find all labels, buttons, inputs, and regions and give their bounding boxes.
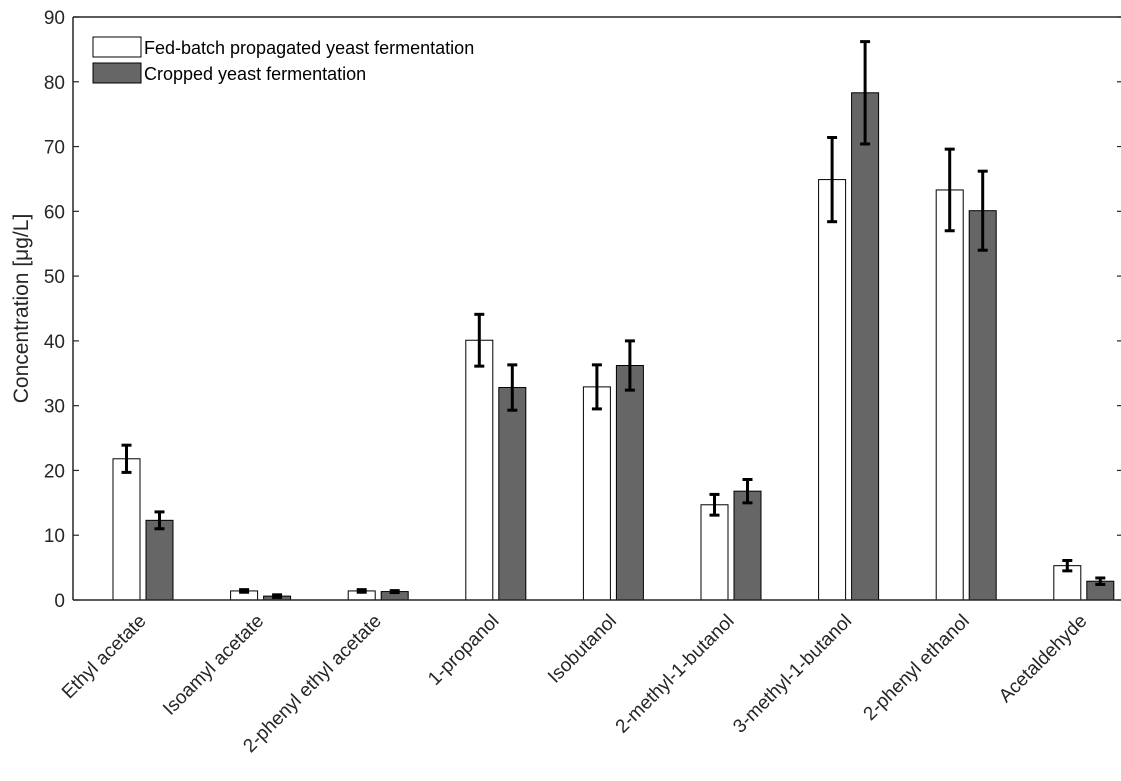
x-tick-label-2-phenyl-ethanol: 2-phenyl ethanol (860, 611, 974, 725)
y-tick-label: 20 (44, 461, 65, 482)
bar-cropped-yeast-fermentation-2-methyl-1-butanol (733, 490, 762, 601)
bar-fed-batch-propagated-yeast-fermentation-3-methyl-1-butanol (818, 179, 847, 601)
y-tick-label: 80 (44, 73, 65, 94)
y-tick-label: 10 (44, 526, 65, 547)
legend-label-cropped: Cropped yeast fermentation (144, 64, 366, 84)
bar-fed-batch-propagated-yeast-fermentation-ethyl-acetate (112, 458, 141, 601)
legend-swatch-fed-batch (92, 36, 142, 58)
x-tick-label-isoamyl-acetate: Isoamyl acetate (159, 611, 268, 720)
y-tick-label: 40 (44, 332, 65, 353)
y-tick-label: 50 (44, 267, 65, 288)
bar-cropped-yeast-fermentation-1-propanol (498, 387, 527, 601)
x-tick-label-3-methyl-1-butanol: 3-methyl-1-butanol (729, 611, 856, 738)
x-tick-label-ethyl-acetate: Ethyl acetate (58, 611, 151, 704)
x-tick-label-1-propanol: 1-propanol (424, 611, 503, 690)
bar-fed-batch-propagated-yeast-fermentation-2-methyl-1-butanol (700, 504, 729, 601)
bar-fed-batch-propagated-yeast-fermentation-2-phenyl-ethanol (935, 189, 964, 601)
legend-label-fed-batch: Fed-batch propagated yeast fermentation (144, 38, 474, 58)
bars-layer (112, 40, 1115, 601)
bar-cropped-yeast-fermentation-3-methyl-1-butanol (851, 92, 880, 601)
x-tick-label-acetaldehyde: Acetaldehyde (995, 611, 1091, 707)
x-tick-label-2-phenyl-ethyl-acetate: 2-phenyl ethyl acetate (239, 611, 385, 757)
bar-cropped-yeast-fermentation-ethyl-acetate (145, 519, 174, 601)
y-tick-label: 0 (54, 591, 65, 612)
x-tick-label-2-methyl-1-butanol: 2-methyl-1-butanol (612, 611, 739, 738)
bar-cropped-yeast-fermentation-isobutanol (615, 365, 644, 601)
bar-fed-batch-propagated-yeast-fermentation-1-propanol (465, 339, 494, 601)
bar-cropped-yeast-fermentation-2-phenyl-ethanol (968, 210, 997, 601)
x-tick-label-isobutanol: Isobutanol (544, 611, 621, 688)
legend-swatch-cropped (92, 62, 142, 84)
y-axis-title: Concentration [μg/L] (10, 214, 33, 404)
bar-fed-batch-propagated-yeast-fermentation-isobutanol (582, 386, 611, 601)
y-tick-label: 60 (44, 202, 65, 223)
y-tick-label: 90 (44, 8, 65, 29)
legend: Fed-batch propagated yeast fermentation … (92, 36, 474, 84)
y-tick-label: 70 (44, 138, 65, 159)
y-tick-label: 30 (44, 397, 65, 418)
axes-layer (72, 16, 1121, 601)
